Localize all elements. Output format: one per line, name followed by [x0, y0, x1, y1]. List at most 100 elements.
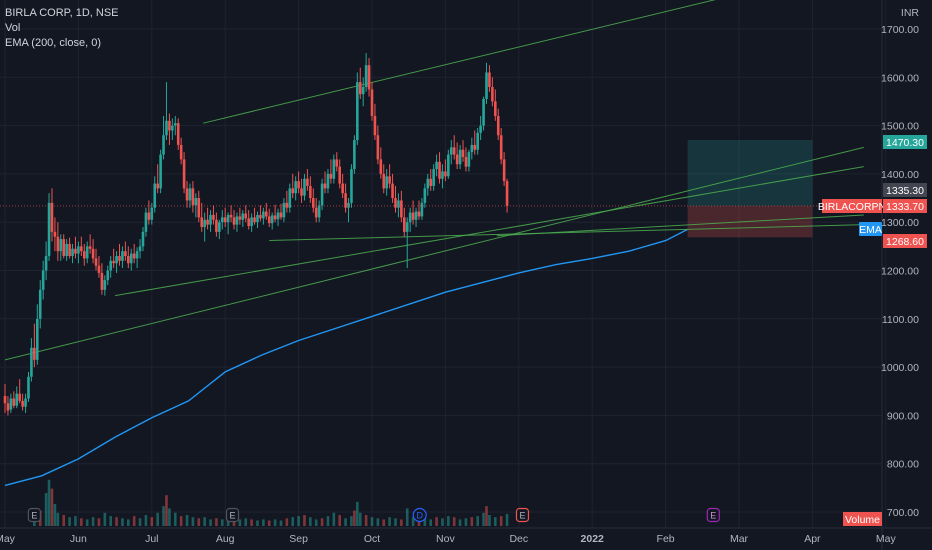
y-tick-label: 1500.00: [881, 121, 919, 133]
earnings-icon: [515, 507, 530, 523]
candle-body: [402, 217, 406, 232]
candle: [344, 183, 347, 213]
trendline: [269, 224, 864, 242]
volume-bar: [197, 518, 201, 526]
candle-body: [97, 265, 101, 273]
volume-bar: [464, 518, 468, 526]
candle: [74, 236, 77, 259]
volume-bar: [338, 515, 342, 526]
candle-body: [382, 173, 386, 189]
y-tick-label: 1600.00: [881, 72, 919, 84]
candle: [467, 149, 471, 172]
candle-body: [27, 376, 30, 399]
candle: [347, 198, 350, 223]
candle: [127, 246, 130, 269]
chart-legend: BIRLA CORP, 1D, NSE Vol EMA (200, close,…: [5, 6, 119, 51]
x-tick-label: Jul: [145, 533, 158, 545]
candle: [129, 248, 133, 271]
volume-bar: [250, 519, 253, 526]
candle-body: [464, 156, 468, 167]
candle: [291, 173, 295, 199]
volume-bar: [417, 519, 421, 526]
candle-body: [162, 135, 165, 155]
candle: [223, 207, 227, 228]
volume-bar: [179, 516, 183, 526]
x-tick-label: Nov: [436, 533, 455, 545]
candle-body: [358, 82, 362, 95]
candle-body: [282, 202, 286, 218]
candle-body: [147, 212, 151, 220]
volume-bar: [74, 516, 77, 526]
volume-bar: [150, 517, 154, 526]
volume-bar: [279, 520, 283, 526]
candle-body: [376, 135, 380, 160]
volume-bar: [358, 512, 362, 526]
candle-body: [85, 246, 89, 259]
candle-body: [300, 188, 303, 196]
candle: [53, 217, 57, 252]
candle: [33, 323, 36, 368]
candle-body: [50, 202, 54, 232]
candle-body: [127, 256, 130, 264]
volume-bar: [56, 512, 60, 526]
candle-body: [91, 248, 95, 259]
candle-body: [505, 181, 509, 206]
candle: [250, 213, 253, 232]
candle-body: [452, 147, 456, 155]
candle-body: [329, 173, 333, 179]
candle-body: [121, 251, 124, 261]
candle-body: [391, 183, 394, 199]
candle: [379, 147, 383, 179]
volume-bar: [47, 479, 51, 526]
candle-body: [44, 256, 48, 271]
volume-bar: [109, 516, 112, 526]
candle: [350, 164, 353, 208]
candle-body: [3, 396, 7, 404]
price-tag-box: [883, 135, 927, 149]
volume-bar: [314, 519, 318, 526]
candle: [338, 159, 342, 189]
candle-body: [397, 200, 400, 208]
candle: [68, 237, 71, 259]
candle: [30, 338, 33, 382]
candle: [47, 193, 51, 261]
volume-bar: [68, 517, 71, 526]
symbol-tag-label: BIRLACORPN: [818, 201, 886, 213]
volume-bar: [138, 518, 142, 526]
candle: [168, 113, 171, 145]
candle-body: [294, 181, 297, 194]
candle: [494, 89, 497, 121]
volume-bar: [127, 519, 130, 526]
candle-body: [82, 251, 86, 259]
y-tick-label: 800.00: [887, 459, 919, 471]
price-tag: EMA: [859, 222, 882, 236]
y-tick-label: 1700.00: [881, 24, 919, 36]
price-tag-label: 1268.60: [886, 236, 924, 248]
candle: [402, 207, 406, 237]
candle-body: [100, 272, 104, 290]
candle-body: [235, 216, 239, 225]
candle: [259, 205, 262, 222]
volume-tag-label: Volume: [845, 514, 880, 526]
legend-symbol: BIRLA CORP, 1D, NSE: [5, 7, 119, 19]
candle-body: [306, 178, 309, 186]
event-marker-label: E: [710, 511, 716, 521]
candle: [9, 393, 13, 413]
candle: [491, 77, 494, 107]
candle-body: [356, 82, 359, 141]
candle-body: [279, 212, 283, 218]
event-marker-earnings: E: [27, 507, 41, 523]
candle-body: [467, 152, 471, 167]
candle-body: [241, 213, 245, 220]
candle-body: [332, 159, 336, 179]
volume-bar: [267, 520, 271, 526]
volume-bar: [356, 501, 359, 526]
candle-body: [373, 115, 377, 136]
candle: [232, 210, 236, 230]
candle-body: [41, 270, 45, 290]
candle-body: [414, 211, 418, 220]
candle-body: [323, 183, 327, 189]
candle: [38, 280, 42, 329]
x-tick-label: Feb: [657, 533, 675, 545]
